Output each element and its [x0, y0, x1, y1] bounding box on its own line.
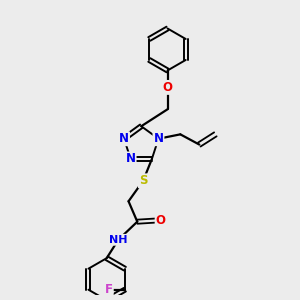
- Text: O: O: [156, 214, 166, 227]
- Text: S: S: [139, 174, 147, 187]
- Text: F: F: [105, 283, 113, 296]
- Text: N: N: [119, 132, 129, 145]
- Text: O: O: [163, 81, 172, 94]
- Text: NH: NH: [109, 235, 128, 245]
- Text: N: N: [154, 132, 164, 145]
- Text: N: N: [126, 152, 136, 166]
